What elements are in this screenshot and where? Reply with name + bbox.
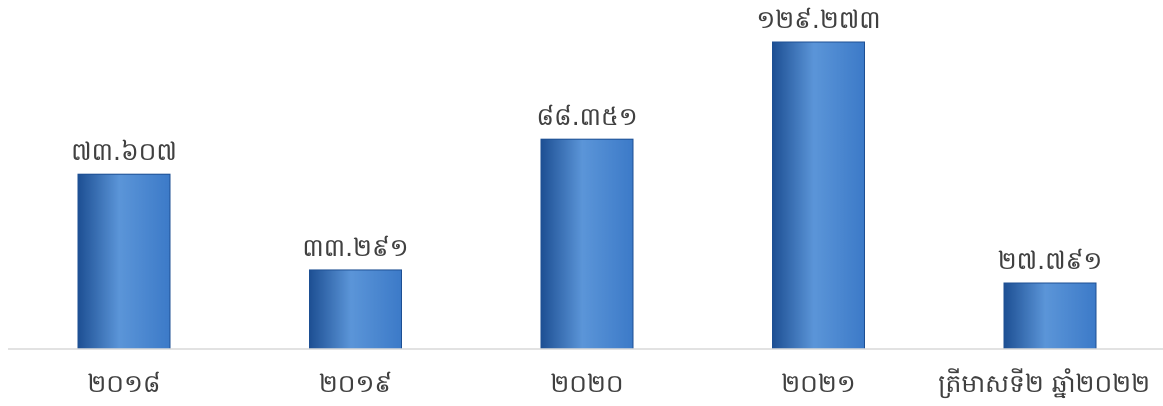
category-label-2: ២០២០ bbox=[550, 369, 623, 398]
category-label-3: ២០២១ bbox=[781, 369, 855, 398]
category-label-0: ២០១៨ bbox=[87, 369, 160, 398]
bars-group bbox=[77, 41, 1097, 350]
value-label-4: ២៧.៧៩១ bbox=[998, 246, 1103, 275]
category-label-1: ២០១៩ bbox=[319, 369, 392, 398]
value-label-0: ៧៣.៦០៧ bbox=[71, 137, 177, 166]
value-label-3: ១២៩.២៧៣ bbox=[756, 5, 880, 34]
category-labels-group: ២០១៨ ២០១៩ ២០២០ ២០២១ ត្រីមាសទី២ ឆ្នាំ២០២២ bbox=[87, 368, 1150, 399]
bar-3 bbox=[772, 41, 865, 350]
category-label-4: ត្រីមាសទី២ ឆ្នាំ២០២២ bbox=[938, 368, 1150, 399]
bar-4 bbox=[1003, 282, 1097, 350]
value-label-2: ៨៨.៣៥១ bbox=[536, 102, 637, 131]
bar-0 bbox=[77, 173, 171, 350]
value-label-1: ៣៣.២៩១ bbox=[302, 233, 408, 262]
bar-2 bbox=[540, 138, 634, 350]
bar-1 bbox=[309, 269, 402, 350]
